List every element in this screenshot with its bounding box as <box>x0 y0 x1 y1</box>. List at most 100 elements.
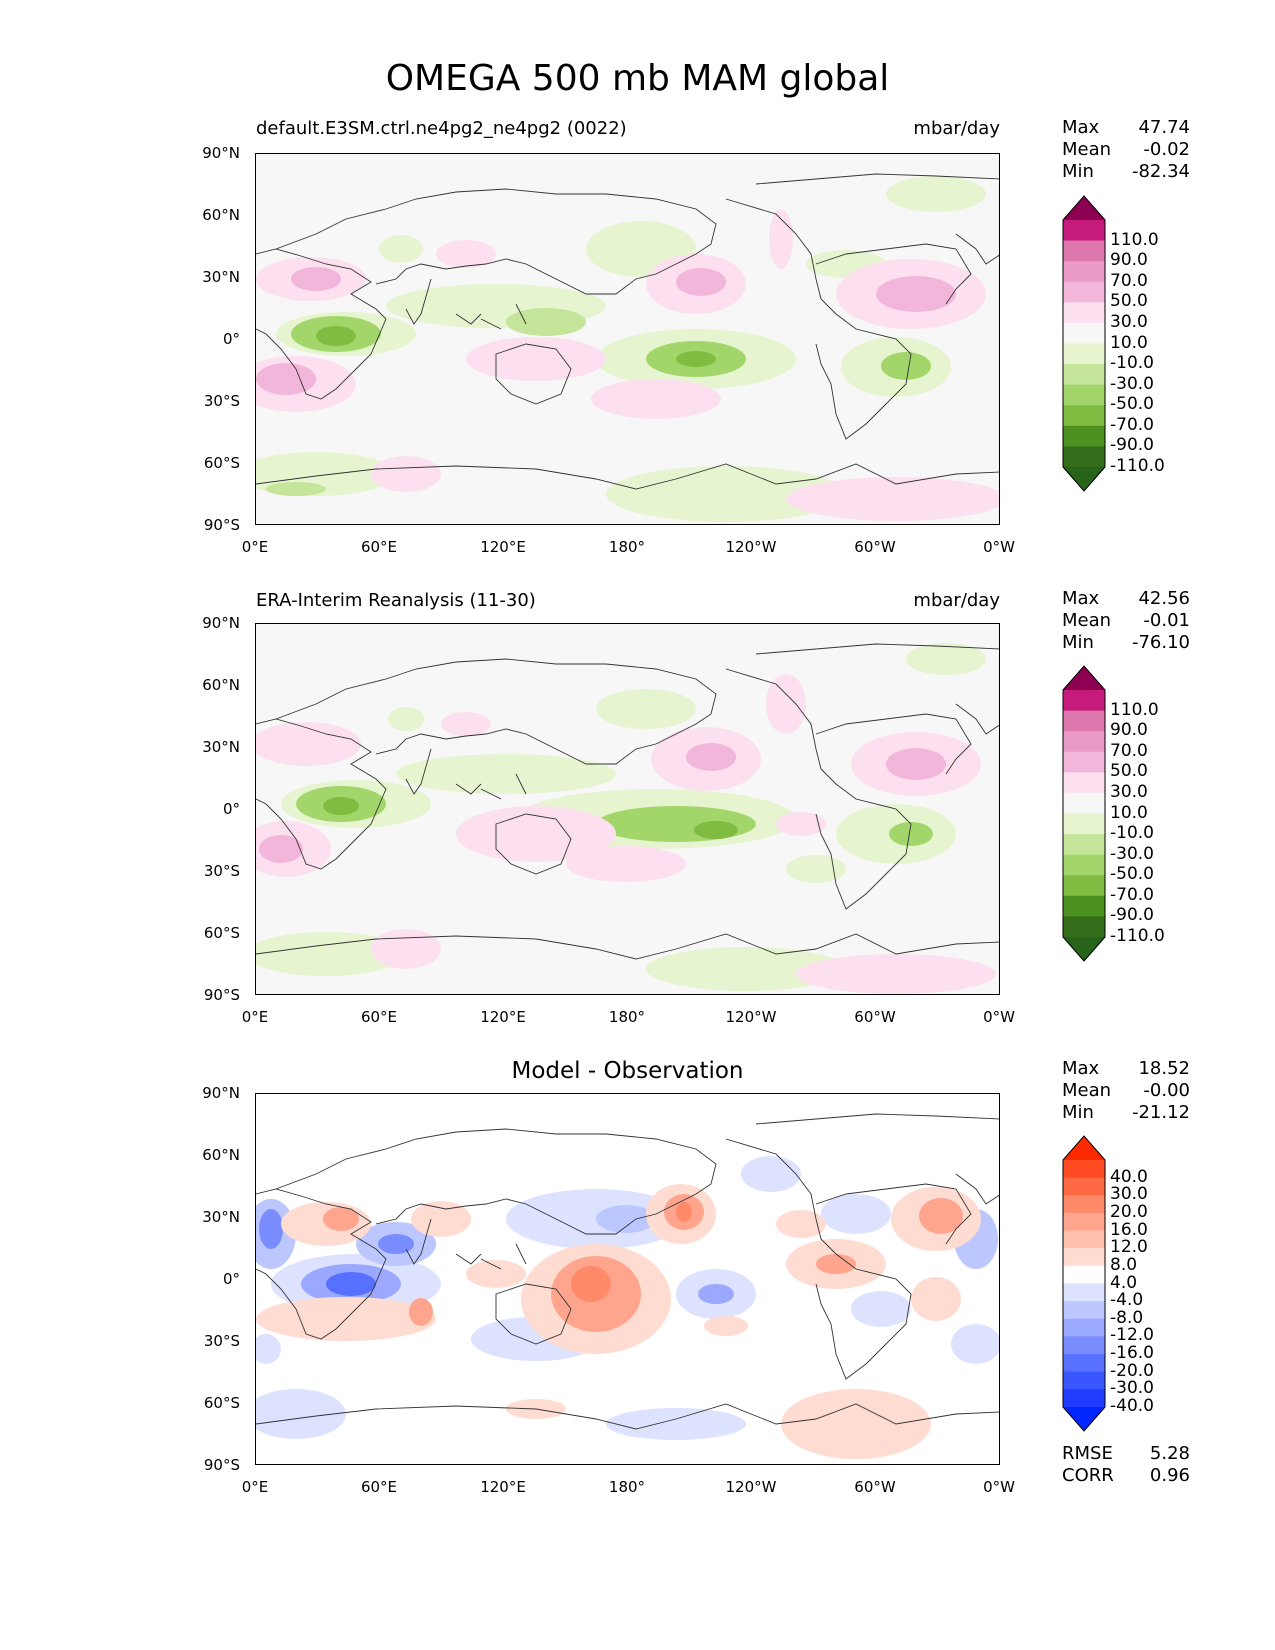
panel-1-lat-label: 60°S <box>203 454 240 472</box>
colorbar-tick-label: -40.0 <box>1110 1396 1154 1416</box>
panel-2-lon-label: 60°E <box>360 1008 398 1026</box>
colorbar-segment <box>1063 405 1105 427</box>
colorbar-tick-label: 20.0 <box>1110 1201 1148 1222</box>
colorbar-segment <box>1063 240 1105 262</box>
colorbar-segment <box>1063 364 1105 386</box>
colorbar-tick-label: 16.0 <box>1110 1219 1148 1240</box>
panel-3-lat-label: 60°S <box>203 1394 240 1412</box>
colorbar-extend-top <box>1063 666 1105 690</box>
colorbar-segment <box>1063 834 1105 856</box>
panel-3-lon-label: 60°W <box>854 1478 896 1496</box>
panel-2-lat-label: 90°S <box>203 986 240 1004</box>
colorbar-tick-label: 10.0 <box>1110 332 1148 353</box>
colorbar-tick-label: -10.0 <box>1110 353 1154 374</box>
panel-2-map <box>255 623 1000 995</box>
stat-corr: 0.96 <box>1149 1465 1190 1486</box>
colorbar-tick-label: 70.0 <box>1110 270 1148 291</box>
colorbar-segment <box>1063 690 1105 712</box>
colorbar-tick-label: -16.0 <box>1110 1343 1154 1364</box>
panel-3-lat-label: 90°N <box>202 1084 240 1102</box>
panel-3-lat-label: 30°N <box>202 1208 240 1226</box>
colorbar-svg <box>1062 665 1106 962</box>
colorbar-segment <box>1063 1301 1105 1320</box>
colorbar-tick-label: -10.0 <box>1110 823 1154 844</box>
colorbar-tick-label: 110.0 <box>1110 229 1159 250</box>
panel-1-lat-label: 60°N <box>202 206 240 224</box>
panel-1-lon-label: 120°W <box>725 538 777 556</box>
panel-3-lat-label: 90°S <box>203 1456 240 1474</box>
stat-label: Max <box>1062 588 1100 609</box>
colorbar-segment <box>1063 731 1105 753</box>
colorbar-outline <box>1062 195 1106 492</box>
panel-2-lat-label: 60°S <box>203 924 240 942</box>
stat-label: Min <box>1062 161 1094 182</box>
colorbar-svg <box>1062 1135 1106 1432</box>
stat-min: -82.34 <box>1131 161 1190 182</box>
stat-mean: -0.02 <box>1143 139 1190 160</box>
colorbar-svg <box>1062 195 1106 492</box>
colorbar-extend-bottom <box>1063 937 1105 961</box>
panel-3-lat-label: 30°S <box>203 1332 240 1350</box>
stat-mean: -0.00 <box>1143 1080 1190 1101</box>
colorbar-segment <box>1063 1389 1105 1408</box>
colorbar-segment <box>1063 1212 1105 1232</box>
colorbar-tick-label: -50.0 <box>1110 394 1154 415</box>
panel-2-lon-label: 120°E <box>480 1008 526 1026</box>
panel-1-units: mbar/day <box>913 118 1000 139</box>
colorbar-extend-top <box>1063 1136 1105 1160</box>
panel-2-stats: Max 42.56 Mean -0.01 Min -76.10 <box>1062 588 1190 654</box>
colorbar-tick-label: 90.0 <box>1110 250 1148 271</box>
colorbar-extend-bottom <box>1063 1407 1105 1431</box>
panel-2-lat-label: 30°S <box>203 862 240 880</box>
colorbar-segment <box>1063 446 1105 468</box>
colorbar-segment <box>1063 343 1105 365</box>
panel-1-lat-label: 90°N <box>202 144 240 162</box>
colorbar-extend-bottom <box>1063 467 1105 491</box>
colorbar-segment <box>1063 261 1105 283</box>
stat-label: CORR <box>1062 1465 1114 1486</box>
panel-2-lon-label: 0°E <box>241 1008 269 1026</box>
colorbar-segment <box>1063 813 1105 835</box>
colorbar-tick-label: -90.0 <box>1110 905 1154 926</box>
colorbar-tick-label: 30.0 <box>1110 1184 1148 1205</box>
panel-3-lon-label: 0°E <box>241 1478 269 1496</box>
colorbar-segment <box>1063 220 1105 242</box>
stat-label: Max <box>1062 1058 1100 1079</box>
colorbar-segment <box>1063 854 1105 876</box>
stat-label: Mean <box>1062 139 1112 160</box>
panel-3-stats: Max 18.52 Mean -0.00 Min -21.12 <box>1062 1058 1190 1124</box>
colorbar-segment <box>1063 1230 1105 1249</box>
stat-min: -21.12 <box>1131 1102 1190 1123</box>
stat-rmse: 5.28 <box>1149 1443 1190 1464</box>
panel-1-title: default.E3SM.ctrl.ne4pg2_ne4pg2 (0022) <box>256 118 627 139</box>
colorbar-segment <box>1063 1195 1105 1214</box>
panel-1-lon-label: 180° <box>608 538 646 556</box>
panel-1-lat-label: 0° <box>222 330 240 348</box>
colorbar-tick-label: 90.0 <box>1110 720 1148 741</box>
stat-label: Mean <box>1062 1080 1112 1101</box>
panel-1-lon-label: 60°E <box>360 538 398 556</box>
colorbar-segment <box>1063 1177 1105 1196</box>
colorbar-tick-label: 30.0 <box>1110 781 1148 802</box>
panel-1-map <box>255 153 1000 525</box>
colorbar-segment <box>1063 1371 1105 1390</box>
panel-1-lon-label: 0°E <box>241 538 269 556</box>
panel-2-contour-map <box>256 624 999 994</box>
colorbar-outline <box>1062 665 1106 962</box>
panel-1-contour-map <box>256 154 999 524</box>
panel-2-lon-label: 180° <box>608 1008 646 1026</box>
colorbar-tick-label: -110.0 <box>1110 926 1165 946</box>
colorbar-tick-label: -12.0 <box>1110 1325 1154 1346</box>
panel-2-lon-label: 120°W <box>725 1008 777 1026</box>
colorbar-segment <box>1063 1283 1105 1302</box>
panel-2-lat-label: 90°N <box>202 614 240 632</box>
panel-2-lat-label: 0° <box>222 800 240 818</box>
colorbar-tick-label: 10.0 <box>1110 802 1148 823</box>
colorbar-segment <box>1063 1265 1105 1284</box>
colorbar-tick-label: -70.0 <box>1110 884 1154 905</box>
colorbar-segment <box>1063 302 1105 324</box>
colorbar-segment <box>1063 895 1105 917</box>
stat-min: -76.10 <box>1131 632 1190 653</box>
panel-3-lon-label: 180° <box>608 1478 646 1496</box>
stat-label: RMSE <box>1062 1443 1113 1464</box>
